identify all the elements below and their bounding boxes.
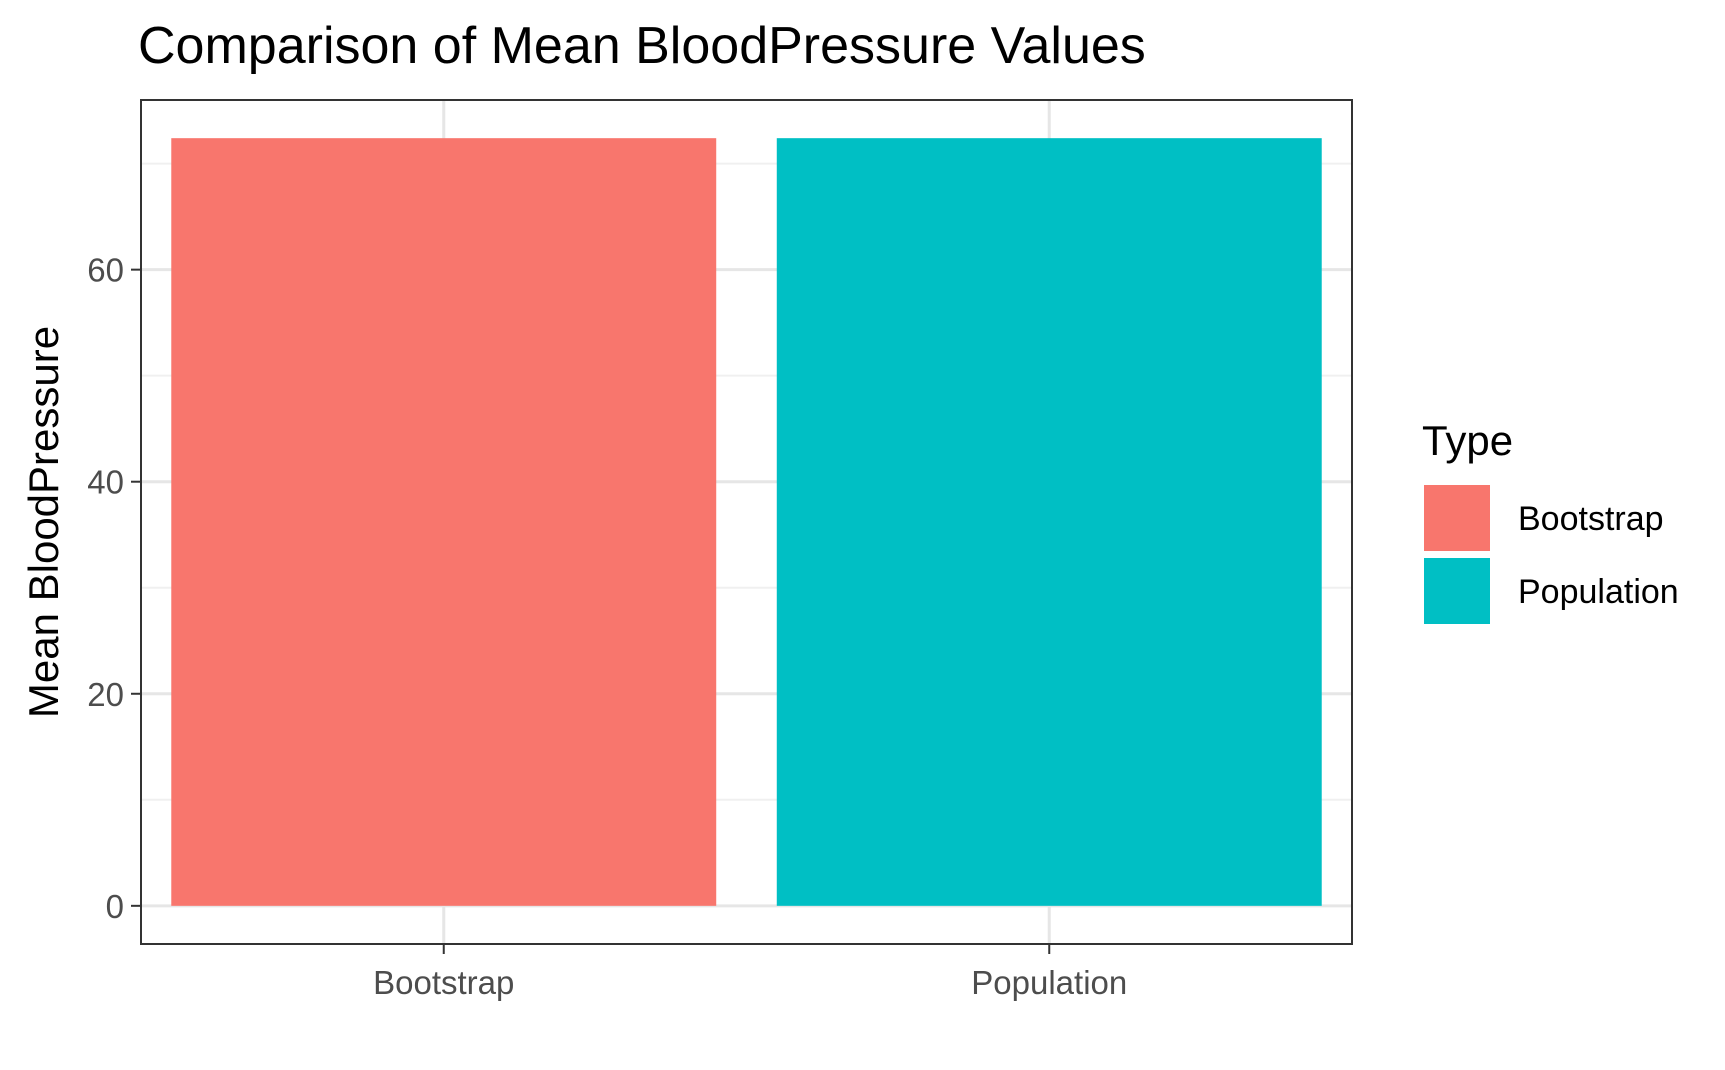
x-tick-label: Population xyxy=(971,964,1127,1001)
y-axis-label: Mean BloodPressure xyxy=(20,326,67,718)
y-tick-label: 60 xyxy=(87,252,124,289)
legend-label-bootstrap: Bootstrap xyxy=(1518,500,1664,538)
chart-title: Comparison of Mean BloodPressure Values xyxy=(138,17,1146,75)
y-tick-label: 40 xyxy=(87,464,124,501)
legend-key-bootstrap xyxy=(1424,485,1490,551)
y-tick-label: 0 xyxy=(106,888,124,925)
y-tick-label: 20 xyxy=(87,676,124,713)
panel-border xyxy=(140,99,1353,945)
plot-panel: 0 20 40 60 Bootstrap Population Mean BloodPres… xyxy=(20,99,1353,1001)
legend-key-population xyxy=(1424,558,1490,624)
bar-population xyxy=(776,138,1322,906)
legend-label-population: Population xyxy=(1518,573,1679,611)
x-tick-label: Bootstrap xyxy=(373,964,514,1001)
legend-title: Type xyxy=(1422,417,1513,464)
bar-bootstrap xyxy=(171,138,717,906)
